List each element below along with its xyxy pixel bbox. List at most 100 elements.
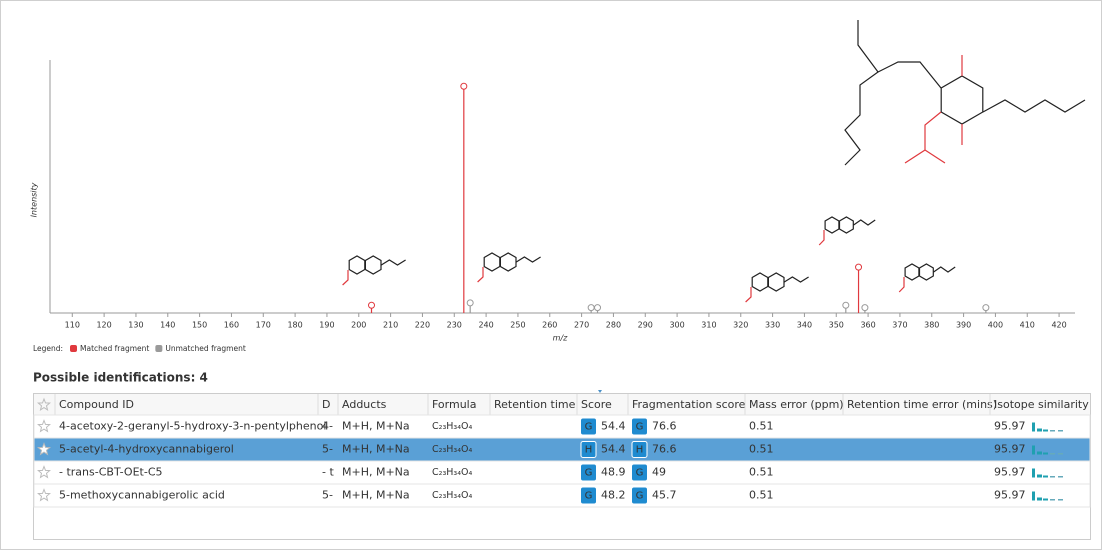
ring — [838, 216, 854, 234]
column-header-label: Retention time error (mins) — [847, 398, 997, 411]
x-tick-label: 250 — [510, 321, 525, 330]
cell-formula: C₂₃H₃₄O₄ — [432, 467, 472, 478]
ring — [767, 272, 785, 292]
cell-description: 5- — [322, 489, 333, 502]
legend-label: Matched fragment — [80, 344, 149, 353]
column-header-label: Fragmentation score — [632, 398, 746, 411]
grade-badge — [631, 441, 648, 458]
x-tick-label: 320 — [733, 321, 748, 330]
peak-marker — [842, 301, 850, 309]
peak-marker — [861, 304, 869, 312]
cell-description: - t — [322, 466, 334, 479]
cell-compound: 5-methoxycannabigerolic acid — [59, 489, 225, 502]
x-tick-label: 220 — [415, 321, 430, 330]
cell-frag_score: 76.6 — [652, 443, 677, 456]
x-tick-label: 230 — [447, 321, 462, 330]
isotope-bar — [1037, 474, 1042, 478]
column-header-label: Retention time — [494, 398, 576, 411]
column-header-label: Formula — [432, 398, 476, 411]
isotope-bar — [1050, 499, 1055, 501]
bond — [380, 259, 406, 266]
x-tick-label: 410 — [1020, 321, 1035, 330]
cell-formula: C₂₃H₃₄O₄ — [432, 421, 472, 432]
column-header-label: Compound ID — [59, 398, 134, 411]
x-tick-label: 260 — [542, 321, 557, 330]
cell-compound: 4-acetoxy-2-geranyl-5-hydroxy-3-n-pentyl… — [59, 420, 326, 433]
bond — [515, 256, 541, 263]
x-tick-label: 150 — [192, 321, 207, 330]
cell-adducts: M+H, M+Na — [342, 489, 410, 502]
x-tick-label: 360 — [860, 321, 875, 330]
x-tick-label: 290 — [638, 321, 653, 330]
isotope-bar — [1032, 422, 1035, 432]
isotope-bar — [1050, 430, 1055, 432]
x-tick-label: 110 — [65, 321, 80, 330]
peak-marker — [460, 82, 468, 90]
isotope-bar — [1037, 428, 1042, 432]
favorite-star[interactable] — [37, 397, 51, 412]
x-tick-label: 190 — [319, 321, 334, 330]
grade-letter: H — [636, 445, 644, 456]
x-tick-label: 420 — [1051, 321, 1066, 330]
x-tick-label: 120 — [96, 321, 111, 330]
favorite-star[interactable] — [37, 465, 51, 479]
grade-badge — [581, 418, 596, 435]
bond — [745, 287, 752, 303]
bond — [342, 270, 349, 286]
grade-letter: G — [636, 468, 644, 479]
isotope-bar — [1032, 491, 1035, 501]
grade-badge — [632, 464, 647, 481]
isotope-bar — [1058, 430, 1063, 432]
isotope-bar — [1050, 453, 1055, 455]
structure-panel — [815, 20, 1095, 175]
cell-mass_error: 0.51 — [749, 489, 774, 502]
x-tick-label: 210 — [383, 321, 398, 330]
grade-letter: G — [585, 468, 593, 479]
cell-adducts: M+H, M+Na — [342, 420, 410, 433]
cell-frag_score: 45.7 — [652, 489, 677, 502]
x-tick-label: 310 — [701, 321, 716, 330]
legend-swatch — [155, 345, 163, 352]
x-tick-label: 140 — [160, 321, 175, 330]
legend-swatch — [70, 345, 77, 352]
favorite-star[interactable] — [37, 442, 51, 456]
x-tick-label: 400 — [988, 321, 1003, 330]
isotope-bar — [1037, 497, 1042, 501]
grade-letter: G — [636, 422, 644, 433]
grade-badge — [581, 464, 596, 481]
cell-isotope: 95.97 — [994, 420, 1026, 433]
column-header-label: Adducts — [342, 398, 387, 411]
x-tick-label: 130 — [128, 321, 143, 330]
x-tick-label: 380 — [924, 321, 939, 330]
cell-score: 54.4 — [601, 443, 626, 456]
row[interactable] — [33, 483, 1091, 508]
x-tick-label: 350 — [829, 321, 844, 330]
cell-description: 5- — [322, 443, 333, 456]
cell-formula: C₂₃H₃₄O₄ — [432, 444, 472, 455]
grade-badge — [632, 487, 647, 504]
x-tick-label: 370 — [892, 321, 907, 330]
cell-isotope: 95.97 — [994, 443, 1026, 456]
bond — [933, 266, 956, 273]
x-tick-label: 160 — [224, 321, 239, 330]
x-tick-label: 240 — [478, 321, 493, 330]
isotope-bar — [1032, 468, 1035, 478]
grade-letter: G — [585, 491, 593, 502]
cell-score: 48.2 — [601, 489, 626, 502]
column-header-label: Score — [581, 398, 612, 411]
ring — [499, 252, 517, 272]
cell-isotope: 95.97 — [994, 466, 1026, 479]
favorite-star[interactable] — [37, 419, 51, 433]
isotope-bar — [1050, 476, 1055, 478]
column-header-label: Mass error (ppm) — [749, 398, 844, 411]
favorite-star[interactable] — [37, 488, 51, 502]
table-body: Compound ID D Adducts Formula Retention time… — [33, 390, 1091, 508]
row[interactable] — [33, 460, 1091, 485]
peak-marker — [594, 304, 602, 312]
legend-title: Legend: — [33, 344, 63, 353]
cell-description: 4- — [322, 420, 333, 433]
bond — [844, 71, 879, 166]
column-header-label: D — [322, 398, 330, 411]
cell-frag_score: 76.6 — [652, 420, 677, 433]
